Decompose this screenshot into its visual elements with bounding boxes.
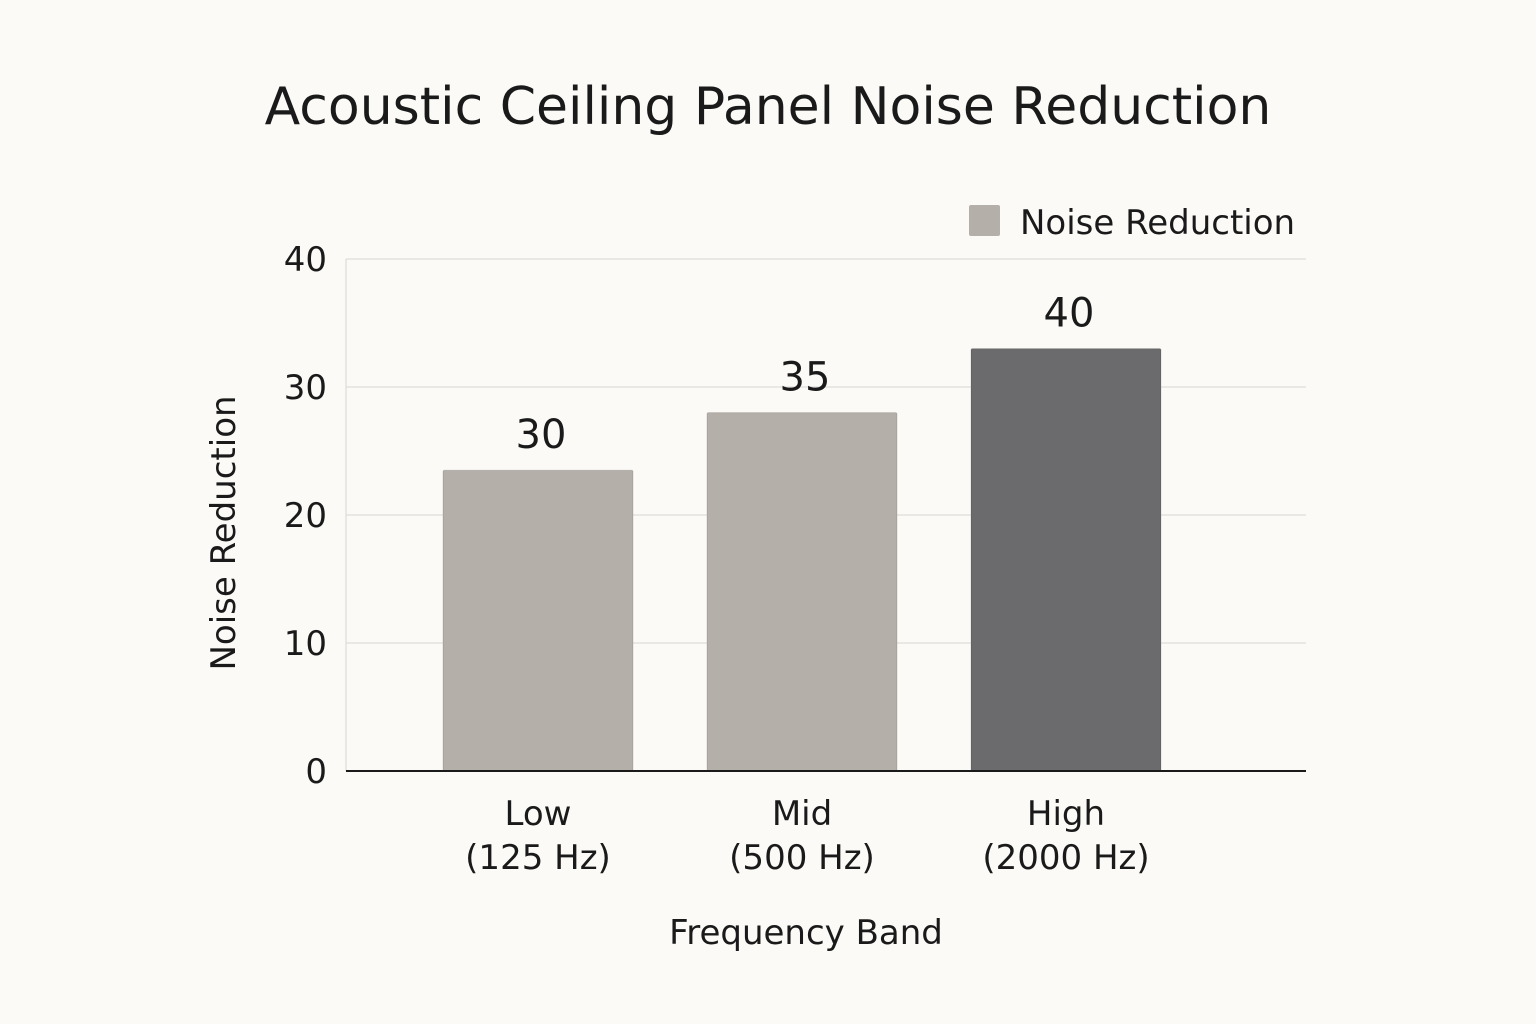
bar-value-label: 40: [1044, 291, 1095, 337]
bar-value-label: 30: [516, 412, 567, 458]
x-tick-label: Mid: [772, 794, 832, 834]
x-tick-label: Low: [505, 794, 572, 834]
x-tick-sublabel: (125 Hz): [465, 838, 611, 878]
y-tick-label: 0: [305, 752, 327, 792]
x-tick-sublabel: (500 Hz): [729, 838, 875, 878]
y-axis-label: Noise Reduction: [204, 395, 244, 670]
bar: [442, 469, 634, 772]
x-axis-label: Frequency Band: [669, 913, 943, 953]
chart-title: Acoustic Ceiling Panel Noise Reduction: [265, 77, 1272, 137]
legend-swatch: [969, 205, 1000, 236]
y-tick-label: 20: [284, 496, 327, 536]
bars: [442, 348, 1162, 772]
y-tick-label: 30: [284, 368, 327, 408]
y-axis-ticks: 0 10 20 30 40: [284, 240, 327, 792]
bar-value-label: 35: [780, 355, 831, 401]
bar: [706, 412, 898, 772]
y-tick-label: 40: [284, 240, 327, 280]
x-tick-label: High: [1027, 794, 1105, 834]
x-tick-sublabel: (2000 Hz): [982, 838, 1149, 878]
legend: Noise Reduction: [969, 203, 1295, 243]
bar-value-labels: 30 35 40: [516, 291, 1095, 459]
bar: [970, 348, 1162, 772]
legend-label: Noise Reduction: [1020, 203, 1295, 243]
y-tick-label: 10: [284, 624, 327, 664]
x-axis-ticks: Low(125 Hz) Mid(500 Hz) High(2000 Hz): [465, 794, 1149, 878]
